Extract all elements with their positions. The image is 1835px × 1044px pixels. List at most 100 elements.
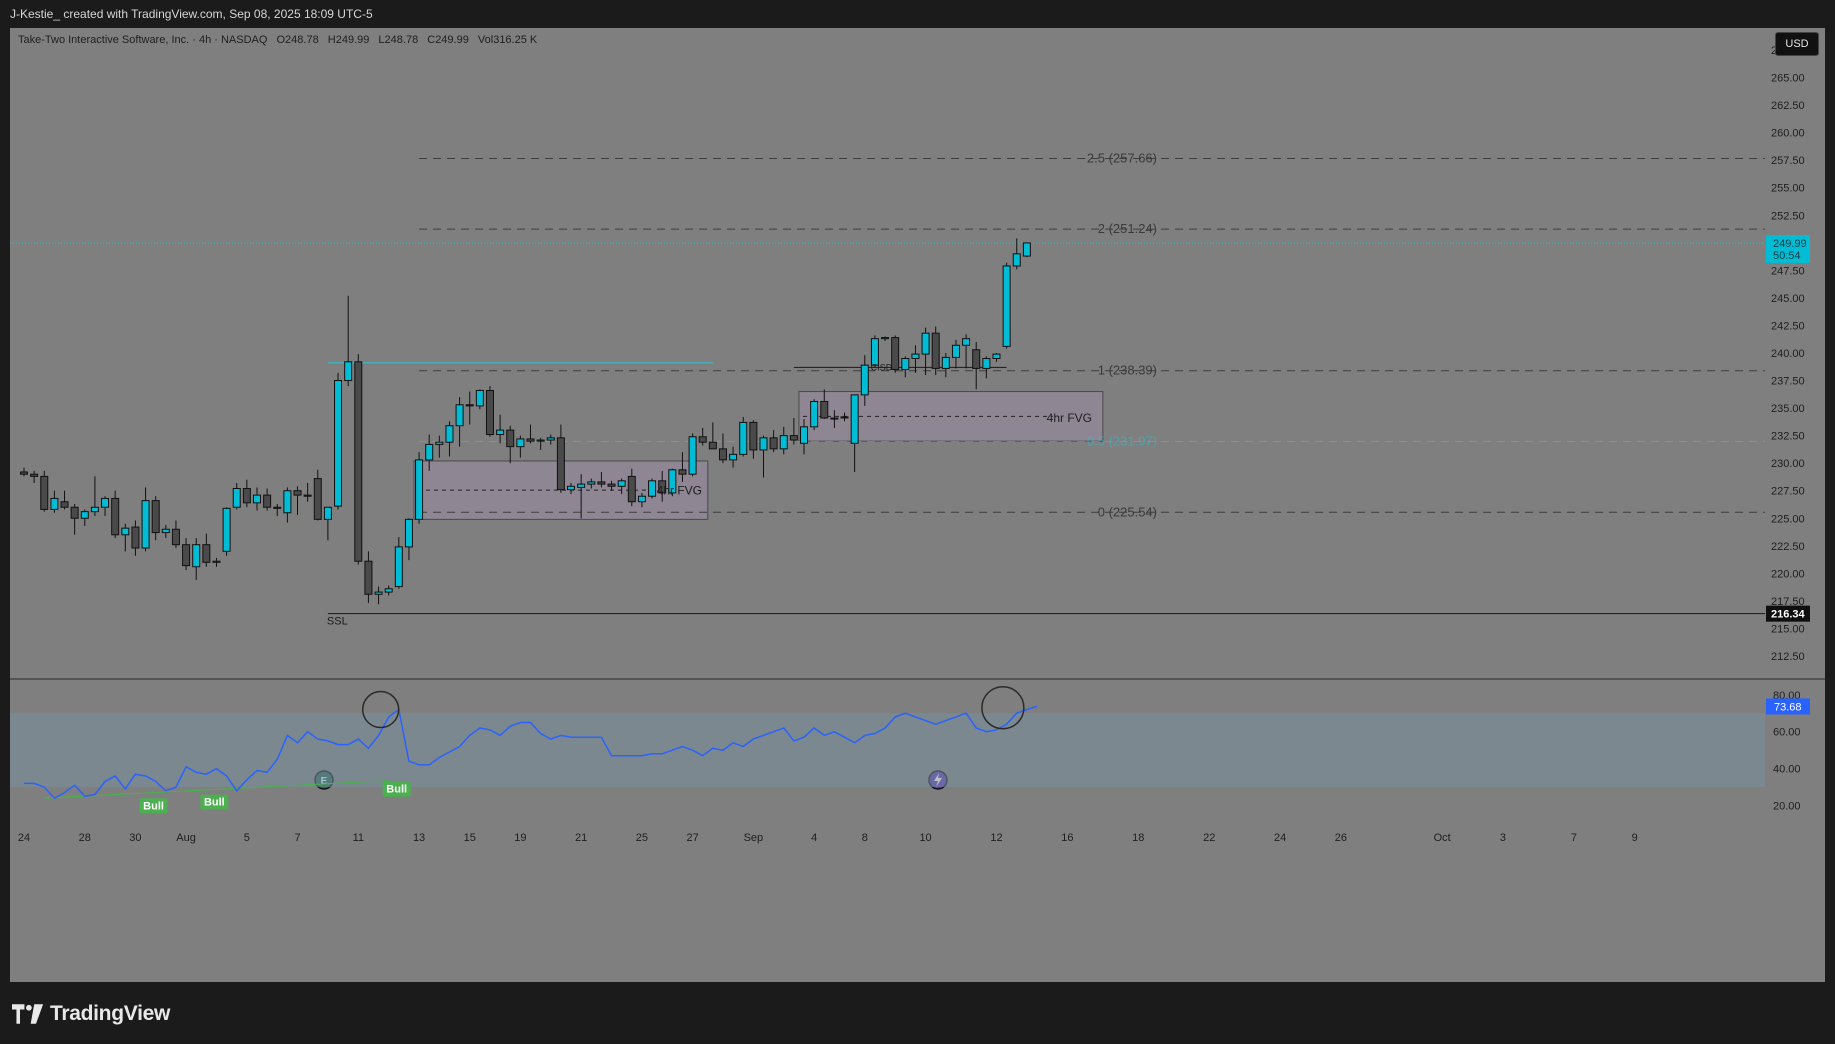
candle-body[interactable] (182, 544, 191, 567)
candle-body[interactable] (546, 437, 555, 441)
candle-body[interactable] (931, 332, 940, 369)
candle-body[interactable] (992, 353, 1001, 360)
candle-body[interactable] (810, 400, 819, 428)
candle-body[interactable] (344, 361, 353, 382)
candle-body[interactable] (941, 356, 950, 369)
candle-body[interactable] (202, 544, 211, 563)
candle-body[interactable] (536, 439, 545, 442)
candle-body[interactable] (232, 488, 241, 508)
candle-body[interactable] (364, 560, 373, 595)
candle-body[interactable] (820, 400, 829, 419)
candle-body[interactable] (597, 481, 606, 485)
candle-body[interactable] (101, 497, 110, 508)
candle-body[interactable] (121, 527, 130, 536)
candle-body[interactable] (313, 478, 322, 520)
candle-body[interactable] (668, 469, 677, 494)
candle-body[interactable] (526, 438, 535, 442)
candle-body[interactable] (485, 389, 494, 436)
candle-body[interactable] (749, 421, 758, 451)
candle-body[interactable] (739, 421, 748, 455)
candle-body[interactable] (506, 429, 515, 448)
candle-body[interactable] (192, 544, 201, 568)
tradingview-logo[interactable]: TradingView (12, 1002, 170, 1026)
candle-body[interactable] (617, 480, 626, 487)
candle-body[interactable] (678, 469, 687, 475)
candle-body[interactable] (20, 471, 28, 475)
candle-body[interactable] (901, 358, 910, 371)
candle-body[interactable] (911, 353, 920, 360)
candle-body[interactable] (1022, 242, 1031, 257)
candle-body[interactable] (860, 364, 869, 396)
candle-body[interactable] (80, 511, 89, 519)
currency-button[interactable]: USD (1775, 32, 1819, 56)
candle-body[interactable] (921, 332, 930, 355)
chart-frame[interactable]: 267.50265.00262.50260.00257.50255.00252.… (10, 28, 1825, 982)
price-axis[interactable] (1765, 28, 1825, 824)
candle-body[interactable] (171, 528, 180, 546)
candle-body[interactable] (293, 490, 302, 496)
candle-body[interactable] (607, 483, 616, 487)
candle-body[interactable] (111, 497, 120, 536)
rsi-line[interactable] (24, 705, 1038, 800)
candle-body[interactable] (688, 436, 697, 475)
candle-body[interactable] (698, 436, 707, 443)
candle-body[interactable] (151, 500, 160, 534)
candle-body[interactable] (384, 588, 393, 593)
bull-signal-badge[interactable] (200, 794, 229, 810)
candle-body[interactable] (708, 441, 717, 450)
candle-body[interactable] (90, 506, 99, 513)
candle-body[interactable] (415, 459, 424, 520)
price-pane[interactable] (10, 28, 1765, 680)
candle-body[interactable] (273, 506, 282, 509)
candle-body[interactable] (496, 429, 505, 436)
candle-body[interactable] (435, 441, 444, 445)
candle-body[interactable] (263, 494, 272, 508)
candle-body[interactable] (516, 438, 525, 448)
candle-body[interactable] (587, 481, 596, 485)
candle-body[interactable] (354, 361, 363, 562)
candle-body[interactable] (729, 453, 738, 461)
candle-body[interactable] (658, 480, 667, 494)
candle-body[interactable] (830, 417, 839, 420)
candle-body[interactable] (840, 416, 849, 419)
candle-body[interactable] (556, 437, 565, 491)
candle-body[interactable] (870, 338, 879, 366)
candle-body[interactable] (718, 448, 727, 461)
candle-body[interactable] (131, 526, 140, 549)
candle-body[interactable] (648, 480, 657, 497)
candle-body[interactable] (465, 404, 474, 407)
candle-body[interactable] (212, 560, 221, 563)
candle-body[interactable] (982, 358, 991, 369)
time-axis[interactable] (10, 824, 1825, 982)
rsi-trend-line[interactable] (44, 780, 389, 799)
candle-body[interactable] (283, 490, 292, 514)
candle-body[interactable] (759, 437, 768, 451)
candle-body[interactable] (252, 494, 261, 504)
bull-signal-badge[interactable] (382, 781, 411, 797)
candle-body[interactable] (374, 591, 383, 595)
candle-body[interactable] (475, 389, 484, 407)
candle-body[interactable] (972, 349, 981, 369)
candle-body[interactable] (242, 488, 251, 504)
candle-body[interactable] (303, 494, 312, 497)
candle-body[interactable] (891, 337, 900, 371)
candle-body[interactable] (30, 473, 39, 477)
chart-canvas[interactable]: 267.50265.00262.50260.00257.50255.00252.… (10, 28, 1825, 982)
candle-body[interactable] (1002, 265, 1011, 347)
candle-body[interactable] (962, 338, 971, 346)
bull-signal-badge[interactable] (139, 798, 168, 814)
candle-body[interactable] (1012, 253, 1021, 267)
candle-body[interactable] (779, 435, 788, 450)
candle-body[interactable] (455, 404, 464, 427)
candle-body[interactable] (850, 394, 859, 444)
candle-body[interactable] (951, 344, 960, 358)
candle-body[interactable] (50, 497, 59, 510)
candle-body[interactable] (222, 507, 231, 552)
candle-body[interactable] (445, 425, 454, 443)
candle-body[interactable] (334, 380, 343, 507)
candle-body[interactable] (425, 443, 434, 461)
candle-body[interactable] (567, 485, 576, 491)
candle-body[interactable] (769, 437, 778, 450)
candle-body[interactable] (404, 518, 413, 548)
candle-body[interactable] (881, 337, 890, 340)
